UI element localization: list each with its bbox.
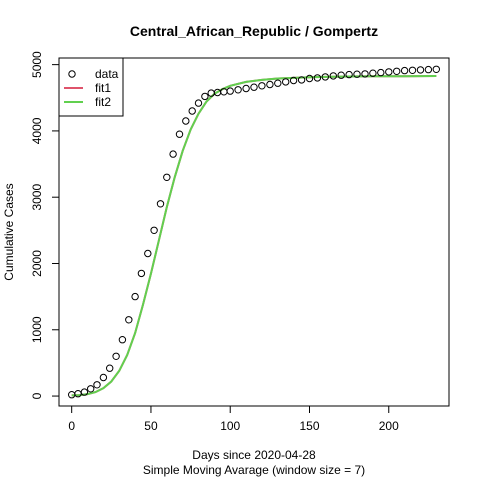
x-tick-label: 150	[299, 419, 319, 433]
data-point	[234, 86, 242, 94]
chart-subtitle: Simple Moving Avarage (window size = 7)	[143, 463, 365, 477]
x-tick-label: 100	[220, 419, 240, 433]
data-point	[194, 99, 203, 107]
data-point	[289, 76, 298, 85]
data-point	[242, 84, 250, 93]
data-point	[150, 226, 158, 235]
data-point	[182, 117, 190, 125]
data-point	[305, 74, 314, 83]
data-point	[321, 73, 329, 81]
y-tick-label: 4000	[30, 117, 44, 144]
data-point	[163, 173, 171, 182]
data-point	[337, 71, 345, 79]
data-points	[68, 65, 440, 399]
data-point	[125, 316, 133, 324]
data-point	[93, 381, 101, 389]
data-point	[250, 83, 258, 91]
x-axis-label: Days since 2020-04-28	[192, 448, 316, 462]
data-point	[99, 373, 108, 382]
data-point	[156, 200, 165, 208]
x-axis: 0 50 100 150 200	[68, 405, 399, 433]
series-line-fit1	[71, 75, 437, 397]
data-point	[169, 150, 177, 158]
y-axis-label: Cumulative Cases	[2, 183, 16, 280]
data-point	[266, 80, 274, 89]
data-point	[137, 269, 146, 278]
legend-label-fit1: fit1	[95, 81, 111, 95]
y-tick-label: 1000	[30, 316, 44, 343]
data-point	[258, 82, 266, 90]
data-point	[313, 74, 322, 82]
y-axis: 0 1000 2000 3000 4000 5000	[30, 51, 60, 399]
data-point	[201, 92, 209, 101]
data-point	[282, 78, 290, 86]
data-point	[400, 66, 409, 75]
chart-title: Central_African_Republic / Gompertz	[130, 23, 378, 39]
fit-lines	[71, 75, 437, 397]
data-point	[118, 336, 127, 344]
data-point	[87, 385, 95, 393]
legend-symbol-data	[68, 70, 76, 78]
data-point	[207, 89, 215, 97]
data-point	[377, 68, 385, 77]
data-point	[188, 107, 196, 115]
data-point	[408, 66, 417, 75]
y-tick-label: 2000	[30, 250, 44, 277]
data-point	[226, 87, 234, 95]
data-point	[329, 72, 337, 80]
data-point	[144, 249, 152, 258]
data-point	[353, 70, 361, 78]
data-point	[131, 292, 139, 301]
y-tick-label: 5000	[30, 51, 44, 78]
data-point	[385, 68, 393, 76]
data-point	[175, 130, 184, 138]
y-tick-label: 3000	[30, 184, 44, 211]
legend-label-fit2: fit2	[95, 95, 111, 109]
data-point	[106, 364, 114, 372]
data-point	[345, 70, 353, 79]
x-tick-label: 200	[379, 419, 399, 433]
data-point	[274, 79, 282, 87]
data-point	[416, 66, 425, 74]
legend-label-data: data	[95, 67, 119, 81]
data-point	[393, 67, 401, 76]
data-point	[112, 352, 120, 360]
x-tick-label: 50	[144, 419, 158, 433]
x-tick-label: 0	[68, 419, 75, 433]
series-line-fit2	[71, 75, 437, 397]
data-point	[432, 65, 440, 74]
data-point	[369, 69, 377, 77]
data-point	[80, 388, 89, 396]
y-tick-label: 0	[30, 392, 44, 399]
data-point	[297, 76, 306, 84]
data-point	[424, 65, 433, 74]
data-point	[361, 70, 369, 78]
